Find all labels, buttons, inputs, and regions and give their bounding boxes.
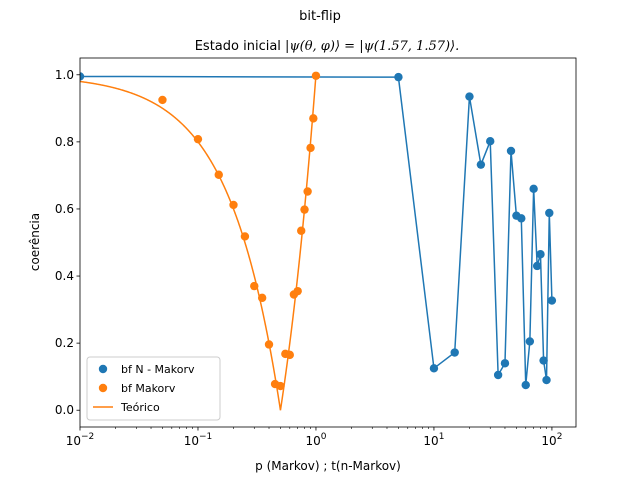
x-tick-exponent: −2 — [81, 432, 94, 442]
y-tick-label: 0.6 — [55, 202, 74, 216]
data-point-bf-makorv — [309, 114, 318, 123]
x-tick-base: 10 — [423, 434, 438, 448]
x-tick-exponent: −1 — [199, 432, 212, 442]
data-point-bf-makorv — [285, 350, 294, 360]
plot-frame — [79, 57, 577, 428]
x-tick-label: 102 — [541, 432, 562, 448]
data-point-bf-n-makorv — [542, 375, 551, 385]
y-tick-label: 0.2 — [55, 336, 74, 350]
x-axis-label: p (Markov) ; t(n-Markov) — [255, 459, 401, 473]
plot-content — [80, 71, 557, 411]
data-point-bf-makorv — [158, 95, 167, 105]
data-point-bf-makorv — [276, 381, 285, 391]
data-point-bf-n-makorv — [521, 380, 530, 390]
data-point-bf-n-makorv — [532, 261, 542, 271]
chart-suptitle: bit-flip — [299, 9, 341, 24]
data-point-bf-n-makorv — [545, 208, 554, 218]
legend-label-te-rico: Teórico — [120, 401, 160, 414]
y-tick-label: 0.0 — [55, 403, 74, 417]
data-point-bf-n-makorv — [525, 337, 535, 346]
data-point-bf-n-makorv — [547, 296, 557, 305]
x-tick-label: 10−1 — [184, 432, 213, 448]
data-point-bf-n-makorv — [539, 356, 548, 365]
chart-title-prefix: Estado inicial — [195, 39, 285, 54]
x-tick-base: 10 — [305, 434, 320, 448]
x-tick-base: 10 — [66, 434, 81, 448]
data-point-bf-n-makorv — [500, 359, 510, 368]
y-tick-label: 0.4 — [55, 269, 74, 283]
legend-swatch-bf-n-makorv — [98, 364, 108, 374]
x-tick-label: 10−2 — [66, 432, 95, 448]
y-tick-label: 1.0 — [55, 68, 74, 82]
x-tick-label: 101 — [423, 432, 444, 448]
legend-swatch-bf-makorv — [98, 383, 108, 393]
data-point-bf-makorv — [297, 226, 306, 235]
series-line-teorico — [80, 74, 317, 411]
legend: bf N - Makorv bf Makorv Teórico — [86, 356, 221, 421]
data-point-bf-n-makorv — [493, 370, 503, 380]
legend-label-bf-makorv: bf Makorv — [121, 382, 176, 395]
data-point-bf-makorv — [293, 286, 302, 296]
chart-title-math: |ψ(θ, φ)⟩ = |ψ(1.57, 1.57)⟩. — [285, 39, 459, 54]
y-tick-label: 0.8 — [55, 135, 74, 149]
data-point-bf-n-makorv — [486, 136, 495, 146]
data-point-bf-n-makorv — [476, 160, 486, 169]
data-point-bf-makorv — [193, 134, 203, 144]
data-point-bf-n-makorv — [529, 184, 538, 194]
legend-box — [86, 356, 221, 421]
x-tick-exponent: 0 — [321, 432, 327, 442]
y-axis-label: coerência — [28, 213, 42, 271]
chart-title: Estado inicial |ψ(θ, φ)⟩ = |ψ(1.57, 1.57… — [195, 39, 460, 54]
data-point-bf-n-makorv — [465, 92, 474, 101]
data-point-bf-makorv — [303, 187, 312, 196]
data-point-bf-n-makorv — [429, 364, 439, 373]
data-point-bf-n-makorv — [506, 146, 516, 156]
data-point-bf-n-makorv — [394, 72, 403, 82]
x-tick-exponent: 1 — [439, 432, 445, 442]
x-tick-label: 100 — [305, 432, 326, 448]
x-tick-base: 10 — [184, 434, 199, 448]
legend-label-bf-n-makorv: bf N - Makorv — [121, 363, 195, 376]
axis-ticks: 0.00.20.40.60.81.010−2 10−1 100 101 102 — [55, 68, 563, 448]
x-tick-base: 10 — [541, 434, 556, 448]
data-point-bf-n-makorv — [517, 214, 526, 223]
x-tick-exponent: 2 — [557, 432, 563, 442]
data-point-bf-n-makorv — [450, 348, 459, 357]
data-point-bf-n-makorv — [536, 250, 545, 259]
data-point-bf-n-makorv — [80, 72, 85, 81]
